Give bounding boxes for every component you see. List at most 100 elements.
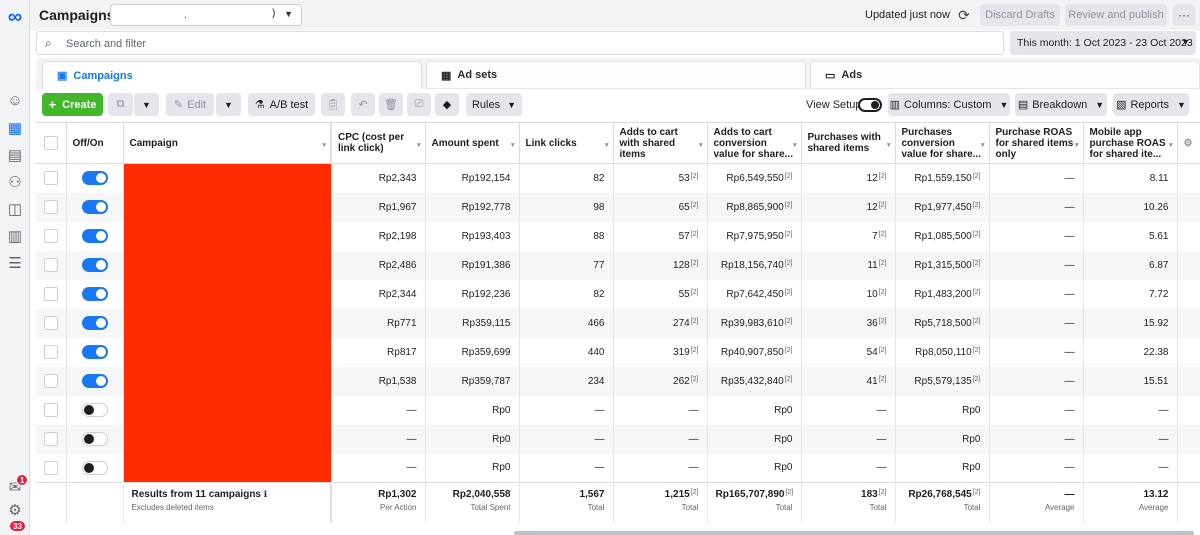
search-input[interactable]: Search and filter — [66, 38, 147, 50]
col-header-campaign[interactable]: Campaign ▾ — [123, 122, 332, 164]
select-all-checkbox[interactable] — [43, 136, 58, 150]
campaign-toggle[interactable] — [81, 287, 108, 301]
link-clicks-cell: 234 — [519, 366, 614, 396]
table-row[interactable]: — Rp0— — Rp0— Rp0— — — [36, 395, 1200, 425]
breakdown-button[interactable]: ▤ Breakdown ▼ — [1015, 93, 1107, 116]
cell-value: Rp35,432,840 — [720, 375, 784, 387]
media-nav-icon[interactable]: ◫ — [7, 201, 23, 218]
row-checkbox[interactable] — [43, 200, 58, 214]
info-icon[interactable]: ℹ — [263, 489, 268, 499]
preview-button[interactable]: ⎚ — [407, 93, 431, 116]
settings-gear-icon[interactable]: ⚙ — [8, 502, 22, 519]
table-row[interactable]: Rp2,486 Rp191,386 77 128[2] Rp18,156,740[2] 1… — [36, 250, 1200, 280]
all-tools-icon[interactable]: ☰ — [8, 255, 22, 272]
tab-ad-sets[interactable]: ▦ Ad sets — [426, 61, 806, 89]
results-sub: Excludes deleted items — [131, 503, 214, 512]
col-header-purchases[interactable]: Purchases with shared items ▾ — [801, 122, 896, 164]
page-title: Campaigns — [39, 7, 115, 23]
table-row[interactable]: Rp2,198 Rp193,403 88 57[2] Rp7,975,950[2] 7[2… — [36, 221, 1200, 251]
row-checkbox[interactable] — [43, 403, 58, 417]
col-header-cpc[interactable]: CPC (cost per link click) ▾ — [331, 122, 426, 164]
col-header-atc-value[interactable]: Adds to cart conversion value for share.… — [707, 122, 802, 164]
rules-button[interactable]: Rules ▼ — [466, 93, 522, 116]
tab-ads[interactable]: ▭ Ads — [810, 61, 1200, 89]
campaign-toggle[interactable] — [81, 374, 108, 388]
search-bar[interactable]: ⌕ Search and filter — [36, 31, 1004, 55]
campaign-selector[interactable]: . ) ▼ — [110, 4, 302, 26]
review-publish-button[interactable]: Review and publish — [1065, 4, 1167, 26]
campaign-toggle[interactable] — [81, 171, 108, 186]
row-checkbox[interactable] — [43, 287, 58, 301]
campaign-toggle[interactable] — [81, 258, 108, 272]
tag-button[interactable]: ◆ — [435, 93, 459, 116]
cpc-cell: Rp2,343 — [331, 163, 426, 193]
col-settings-header[interactable]: ⚙ — [1177, 122, 1200, 164]
columns-button[interactable]: ▥ Columns: Custom ▼ — [888, 93, 1010, 116]
undo-button[interactable]: ↶ — [351, 93, 375, 116]
reports-button[interactable]: ▧ Reports ▼ — [1113, 93, 1189, 116]
edit-menu-button[interactable]: ▼ — [216, 93, 241, 116]
create-button[interactable]: + Create — [42, 93, 103, 116]
campaign-toggle[interactable] — [81, 200, 108, 214]
plus-icon: + — [48, 97, 57, 112]
cpc-cell: Rp2,486 — [331, 250, 426, 280]
meta-logo-icon[interactable]: ∞ — [7, 5, 23, 28]
edit-button[interactable]: ✎ Edit — [166, 93, 214, 116]
row-checkbox[interactable] — [43, 258, 58, 272]
row-checkbox[interactable] — [43, 316, 58, 330]
col-header-amount-spent[interactable]: Amount spent ▾ — [425, 122, 520, 164]
pages-nav-icon[interactable]: ▤ — [7, 147, 23, 164]
table-row[interactable]: Rp771 Rp359,115 466 274[2] Rp39,983,610[2] 36… — [36, 308, 1200, 338]
table-row[interactable]: Rp1,538 Rp359,787 234 262[2] Rp35,432,840[2]… — [36, 366, 1200, 396]
date-range-picker[interactable]: This month: 1 Oct 2023 - 23 Oct 2023 ▼ — [1010, 31, 1196, 55]
duplicate-button[interactable]: ⧉ — [108, 93, 133, 116]
table-row[interactable]: Rp1,967 Rp192,778 98 65[2] Rp8,865,900[2] 12[… — [36, 192, 1200, 222]
campaign-toggle[interactable] — [81, 229, 108, 243]
row-checkbox[interactable] — [43, 432, 58, 446]
campaign-toggle[interactable] — [81, 316, 108, 330]
duplicate-menu-button[interactable]: ▼ — [134, 93, 159, 116]
campaigns-nav-icon[interactable]: ▦ — [7, 120, 23, 137]
campaign-toggle[interactable] — [81, 432, 108, 446]
total-caption: Per Action — [380, 503, 417, 512]
col-header-adds-to-cart[interactable]: Adds to cart with shared items ▾ — [613, 122, 708, 164]
billing-nav-icon[interactable]: ▥ — [7, 228, 23, 245]
footnote-marker: [2] — [690, 317, 699, 325]
sort-icon: ▾ — [1168, 142, 1173, 149]
clipboard-button[interactable]: 📋︎ — [321, 93, 345, 116]
tab-campaigns[interactable]: ▣ Campaigns — [42, 61, 422, 89]
campaign-toggle[interactable] — [81, 460, 108, 475]
table-row[interactable]: — Rp0— — Rp0— Rp0— — — [36, 424, 1200, 454]
discard-drafts-button[interactable]: Discard Drafts — [980, 4, 1060, 26]
campaign-toggle[interactable] — [81, 403, 108, 417]
col-header-purchase-roas[interactable]: Purchase ROAS for shared items only ▾ — [989, 122, 1084, 164]
table-row[interactable]: Rp817 Rp359,699 440 319[2] Rp40,907,850[2] 54… — [36, 337, 1200, 367]
ab-test-button[interactable]: ⚗ A/B test — [248, 93, 315, 116]
account-overview-icon[interactable]: ☺ — [7, 91, 23, 109]
row-checkbox[interactable] — [43, 229, 58, 243]
view-setup-toggle[interactable] — [858, 98, 882, 112]
table-row[interactable]: Rp2,344 Rp192,236 82 55[2] Rp7,642,450[2] 10[… — [36, 279, 1200, 309]
col-header-purchase-value[interactable]: Purchases conversion value for share... ▾ — [895, 122, 990, 164]
row-checkbox[interactable] — [43, 374, 58, 388]
col-header-link-clicks[interactable]: Link clicks ▾ — [519, 122, 614, 164]
more-options-button[interactable]: ··· — [1173, 4, 1195, 26]
col-label: Purchases conversion value for share... — [901, 126, 981, 160]
col-header-off-on[interactable]: Off/On — [66, 122, 124, 164]
table-row[interactable]: — Rp0— — Rp0— Rp0— — — [36, 453, 1200, 483]
row-checkbox[interactable] — [43, 460, 58, 475]
row-checkbox[interactable] — [43, 171, 58, 186]
table-row[interactable]: Rp2,343 Rp192,154 82 53[2] Rp6,549,550[2] 12[… — [36, 163, 1200, 483]
audiences-nav-icon[interactable]: ⚇ — [8, 174, 22, 191]
refresh-icon[interactable]: ⟳ — [958, 6, 970, 23]
sort-icon: ▾ — [416, 142, 421, 149]
delete-button[interactable]: 🗑︎ — [379, 93, 403, 116]
footnote-marker: [2] — [878, 346, 887, 354]
app-roas-cell: 22.38 — [1083, 337, 1178, 367]
purchases-cell: 36[2] — [801, 308, 896, 338]
horizontal-scrollbar[interactable] — [514, 531, 1194, 535]
col-header-app-roas[interactable]: Mobile app purchase ROAS for shared ite.… — [1083, 122, 1178, 164]
campaign-toggle[interactable] — [81, 345, 108, 359]
sort-icon: ▾ — [510, 142, 515, 149]
row-checkbox[interactable] — [43, 345, 58, 359]
